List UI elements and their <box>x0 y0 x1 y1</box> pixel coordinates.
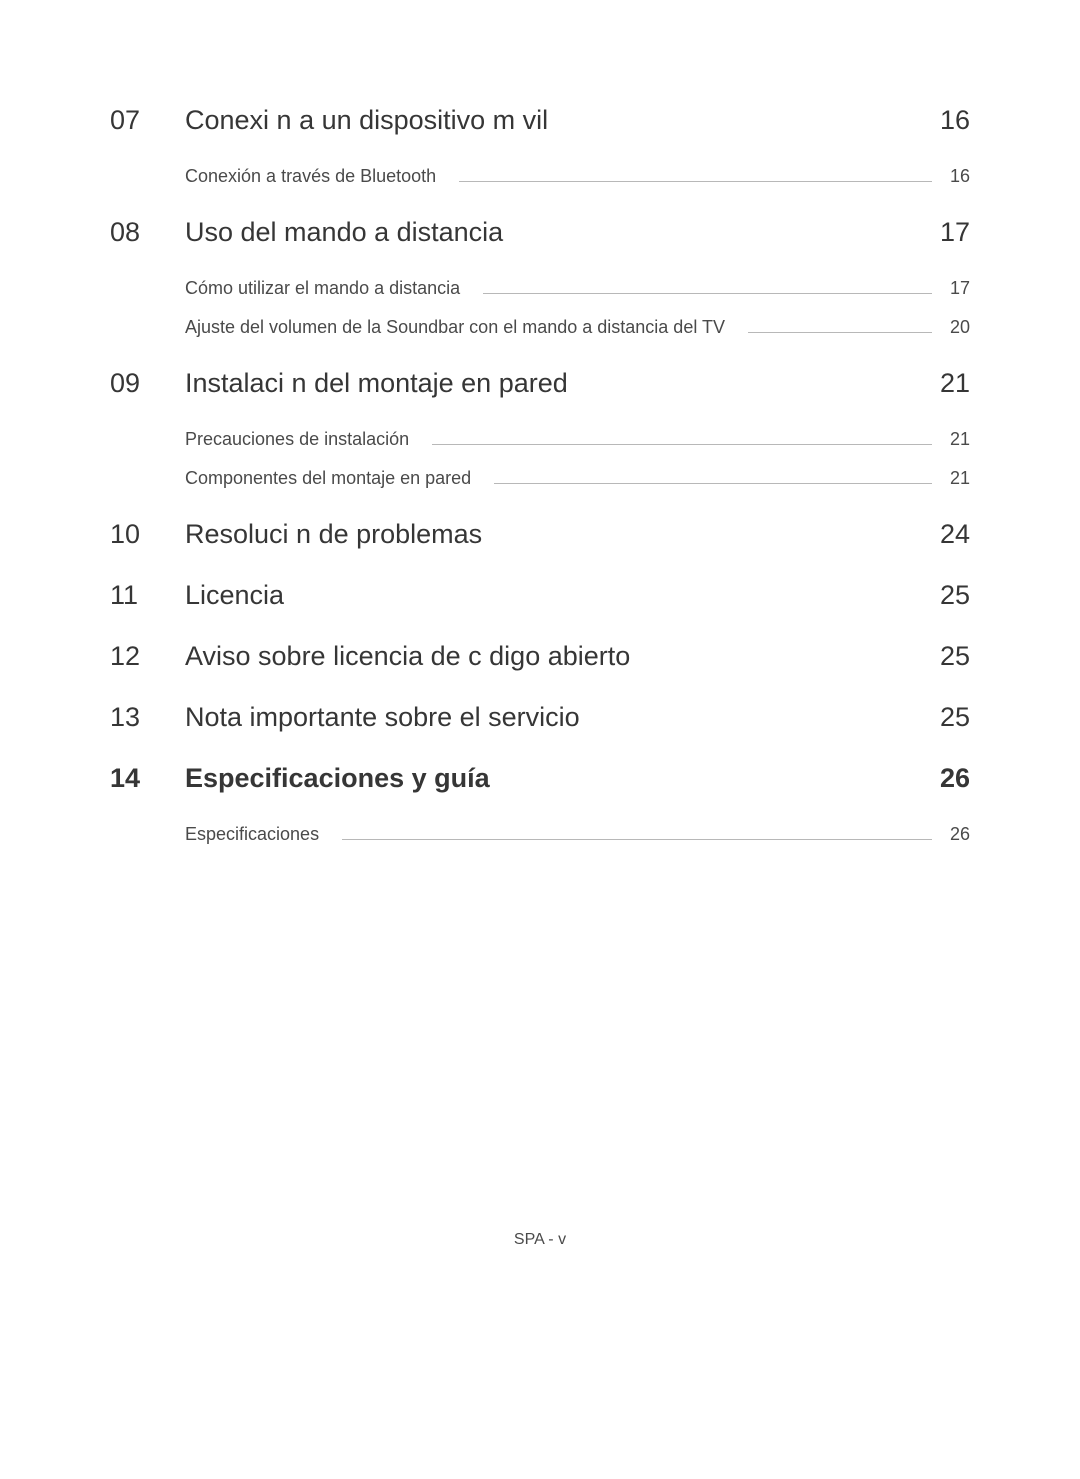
leader-line <box>494 483 932 484</box>
section-title: Nota importante sobre el servicio <box>185 702 940 733</box>
section-header: 10Resoluci n de problemas24 <box>110 519 970 550</box>
section-title: Uso del mando a distancia <box>185 217 940 248</box>
sub-title: Cómo utilizar el mando a distancia <box>185 278 475 299</box>
section-number: 07 <box>110 105 185 136</box>
sub-item: Ajuste del volumen de la Soundbar con el… <box>110 317 970 338</box>
section-number: 08 <box>110 217 185 248</box>
sub-page: 21 <box>940 468 970 489</box>
section-title: Aviso sobre licencia de c digo abierto <box>185 641 940 672</box>
section-header: 12Aviso sobre licencia de c digo abierto… <box>110 641 970 672</box>
toc-section: 12Aviso sobre licencia de c digo abierto… <box>110 641 970 672</box>
toc-content: 07Conexi n a un dispositivo m vil16Conex… <box>0 0 1080 845</box>
section-number: 12 <box>110 641 185 672</box>
section-title: Resoluci n de problemas <box>185 519 940 550</box>
toc-section: 10Resoluci n de problemas24 <box>110 519 970 550</box>
sub-item: Precauciones de instalación 21 <box>110 429 970 450</box>
section-page: 25 <box>940 580 970 611</box>
leader-line <box>748 332 932 333</box>
sub-item: Especificaciones 26 <box>110 824 970 845</box>
section-title: Especificaciones y guía <box>185 763 940 794</box>
section-page: 16 <box>940 105 970 136</box>
sub-page: 26 <box>940 824 970 845</box>
sub-title: Ajuste del volumen de la Soundbar con el… <box>185 317 740 338</box>
section-number: 14 <box>110 763 185 794</box>
toc-section: 09Instalaci n del montaje en pared21Prec… <box>110 368 970 489</box>
section-number: 09 <box>110 368 185 399</box>
section-page: 25 <box>940 641 970 672</box>
section-page: 26 <box>940 763 970 794</box>
section-header: 13Nota importante sobre el servicio25 <box>110 702 970 733</box>
sub-item: Componentes del montaje en pared 21 <box>110 468 970 489</box>
section-page: 24 <box>940 519 970 550</box>
section-header: 14Especificaciones y guía26 <box>110 763 970 794</box>
section-page: 17 <box>940 217 970 248</box>
sub-title: Precauciones de instalación <box>185 429 424 450</box>
sub-page: 20 <box>940 317 970 338</box>
section-header: 07Conexi n a un dispositivo m vil16 <box>110 105 970 136</box>
sub-title: Especificaciones <box>185 824 334 845</box>
toc-section: 07Conexi n a un dispositivo m vil16Conex… <box>110 105 970 187</box>
section-header: 11Licencia25 <box>110 580 970 611</box>
page-footer: SPA - v <box>0 1231 1080 1249</box>
toc-section: 11Licencia25 <box>110 580 970 611</box>
section-title: Licencia <box>185 580 940 611</box>
toc-section: 14Especificaciones y guía26Especificacio… <box>110 763 970 845</box>
toc-section: 13Nota importante sobre el servicio25 <box>110 702 970 733</box>
section-number: 11 <box>110 580 185 611</box>
sub-item: Conexión a través de Bluetooth 16 <box>110 166 970 187</box>
section-page: 21 <box>940 368 970 399</box>
sub-item: Cómo utilizar el mando a distancia 17 <box>110 278 970 299</box>
section-header: 08Uso del mando a distancia17 <box>110 217 970 248</box>
sub-page: 17 <box>940 278 970 299</box>
leader-line <box>483 293 932 294</box>
toc-section: 08Uso del mando a distancia17Cómo utiliz… <box>110 217 970 338</box>
section-number: 13 <box>110 702 185 733</box>
sub-title: Conexión a través de Bluetooth <box>185 166 451 187</box>
sub-page: 21 <box>940 429 970 450</box>
section-page: 25 <box>940 702 970 733</box>
section-number: 10 <box>110 519 185 550</box>
leader-line <box>342 839 932 840</box>
section-title: Instalaci n del montaje en pared <box>185 368 940 399</box>
sub-page: 16 <box>940 166 970 187</box>
section-header: 09Instalaci n del montaje en pared21 <box>110 368 970 399</box>
sub-title: Componentes del montaje en pared <box>185 468 486 489</box>
section-title: Conexi n a un dispositivo m vil <box>185 105 940 136</box>
leader-line <box>432 444 932 445</box>
leader-line <box>459 181 932 182</box>
